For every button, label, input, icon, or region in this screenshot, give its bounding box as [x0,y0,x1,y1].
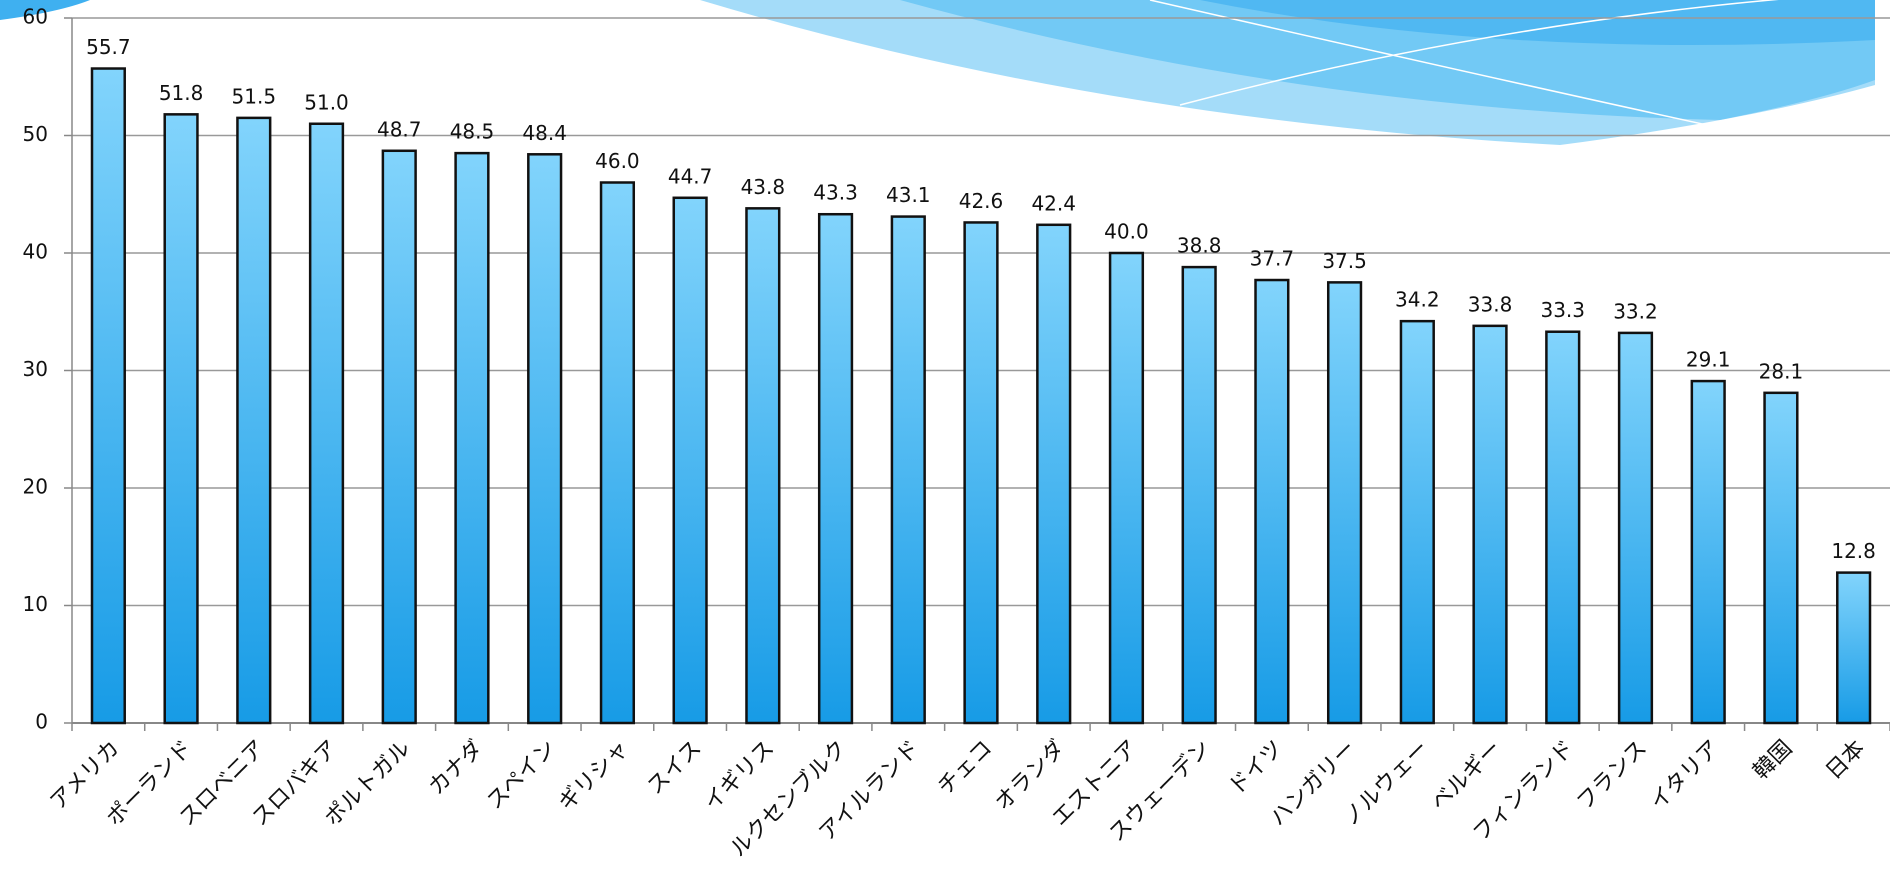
bar [1836,571,1872,725]
x-tick-label: 日本 [1821,736,1870,785]
x-tick-label: ドイツ [1224,736,1288,800]
value-label: 33.3 [1540,298,1585,322]
y-tick-label: 10 [23,592,48,616]
value-label: 12.8 [1831,539,1876,563]
y-tick-label: 0 [35,710,48,734]
value-label: 51.0 [304,90,349,114]
bar [236,116,272,725]
bar [1690,379,1726,725]
bar [1472,324,1508,725]
x-tick-label: イタリア [1645,736,1724,815]
bar [454,151,490,725]
bar [1326,281,1363,725]
decoration [0,0,1875,145]
bar [527,153,563,725]
bar [1108,251,1145,725]
y-tick-label: 20 [23,475,48,499]
x-tick-label: スイス [643,736,707,800]
value-label: 43.1 [886,183,931,207]
bar [308,122,345,725]
value-label: 48.5 [450,120,495,144]
x-tick-label: 韓国 [1749,736,1798,785]
y-tick-label: 60 [23,5,48,29]
bar [745,207,781,725]
value-label: 48.7 [377,117,422,141]
x-tick-label: フランス [1572,736,1652,816]
bar [890,215,926,725]
y-tick-label: 30 [23,357,48,381]
value-label: 42.4 [1031,191,1076,215]
value-label: 28.1 [1759,359,1804,383]
value-label: 40.0 [1104,220,1149,244]
bar [817,212,854,725]
value-label: 37.5 [1322,249,1367,273]
bar [163,113,199,725]
y-tick-label: 40 [23,240,48,264]
value-label: 43.8 [741,175,786,199]
bar [1181,265,1217,725]
bar [1036,223,1072,725]
value-label: 51.8 [159,81,204,105]
value-label: 42.6 [959,189,1004,213]
bar [1399,319,1435,725]
y-tick-label: 50 [23,122,48,146]
value-label: 38.8 [1177,234,1222,258]
value-label: 29.1 [1686,348,1731,372]
x-tick-label: スペイン [482,736,561,815]
bar [599,181,636,725]
value-label: 43.3 [813,181,858,205]
bar [963,221,999,725]
bar [672,196,708,725]
value-label: 48.4 [522,121,567,145]
value-label: 34.2 [1395,288,1440,312]
value-label: 37.7 [1250,247,1295,271]
bar [1617,331,1654,725]
bar [1763,391,1799,725]
x-tick-label: ギリシャ [554,736,634,816]
x-tick-label: チェコ [933,736,997,800]
bar [381,149,417,725]
bar [90,67,126,725]
value-label: 33.8 [1468,292,1513,316]
x-tick-label: カナダ [424,736,488,800]
value-label: 55.7 [86,35,131,59]
value-label: 33.2 [1613,299,1658,323]
value-label: 51.5 [232,84,277,108]
bar [1254,278,1290,725]
value-label: 44.7 [668,164,713,188]
bar [1545,330,1581,725]
value-label: 46.0 [595,149,640,173]
